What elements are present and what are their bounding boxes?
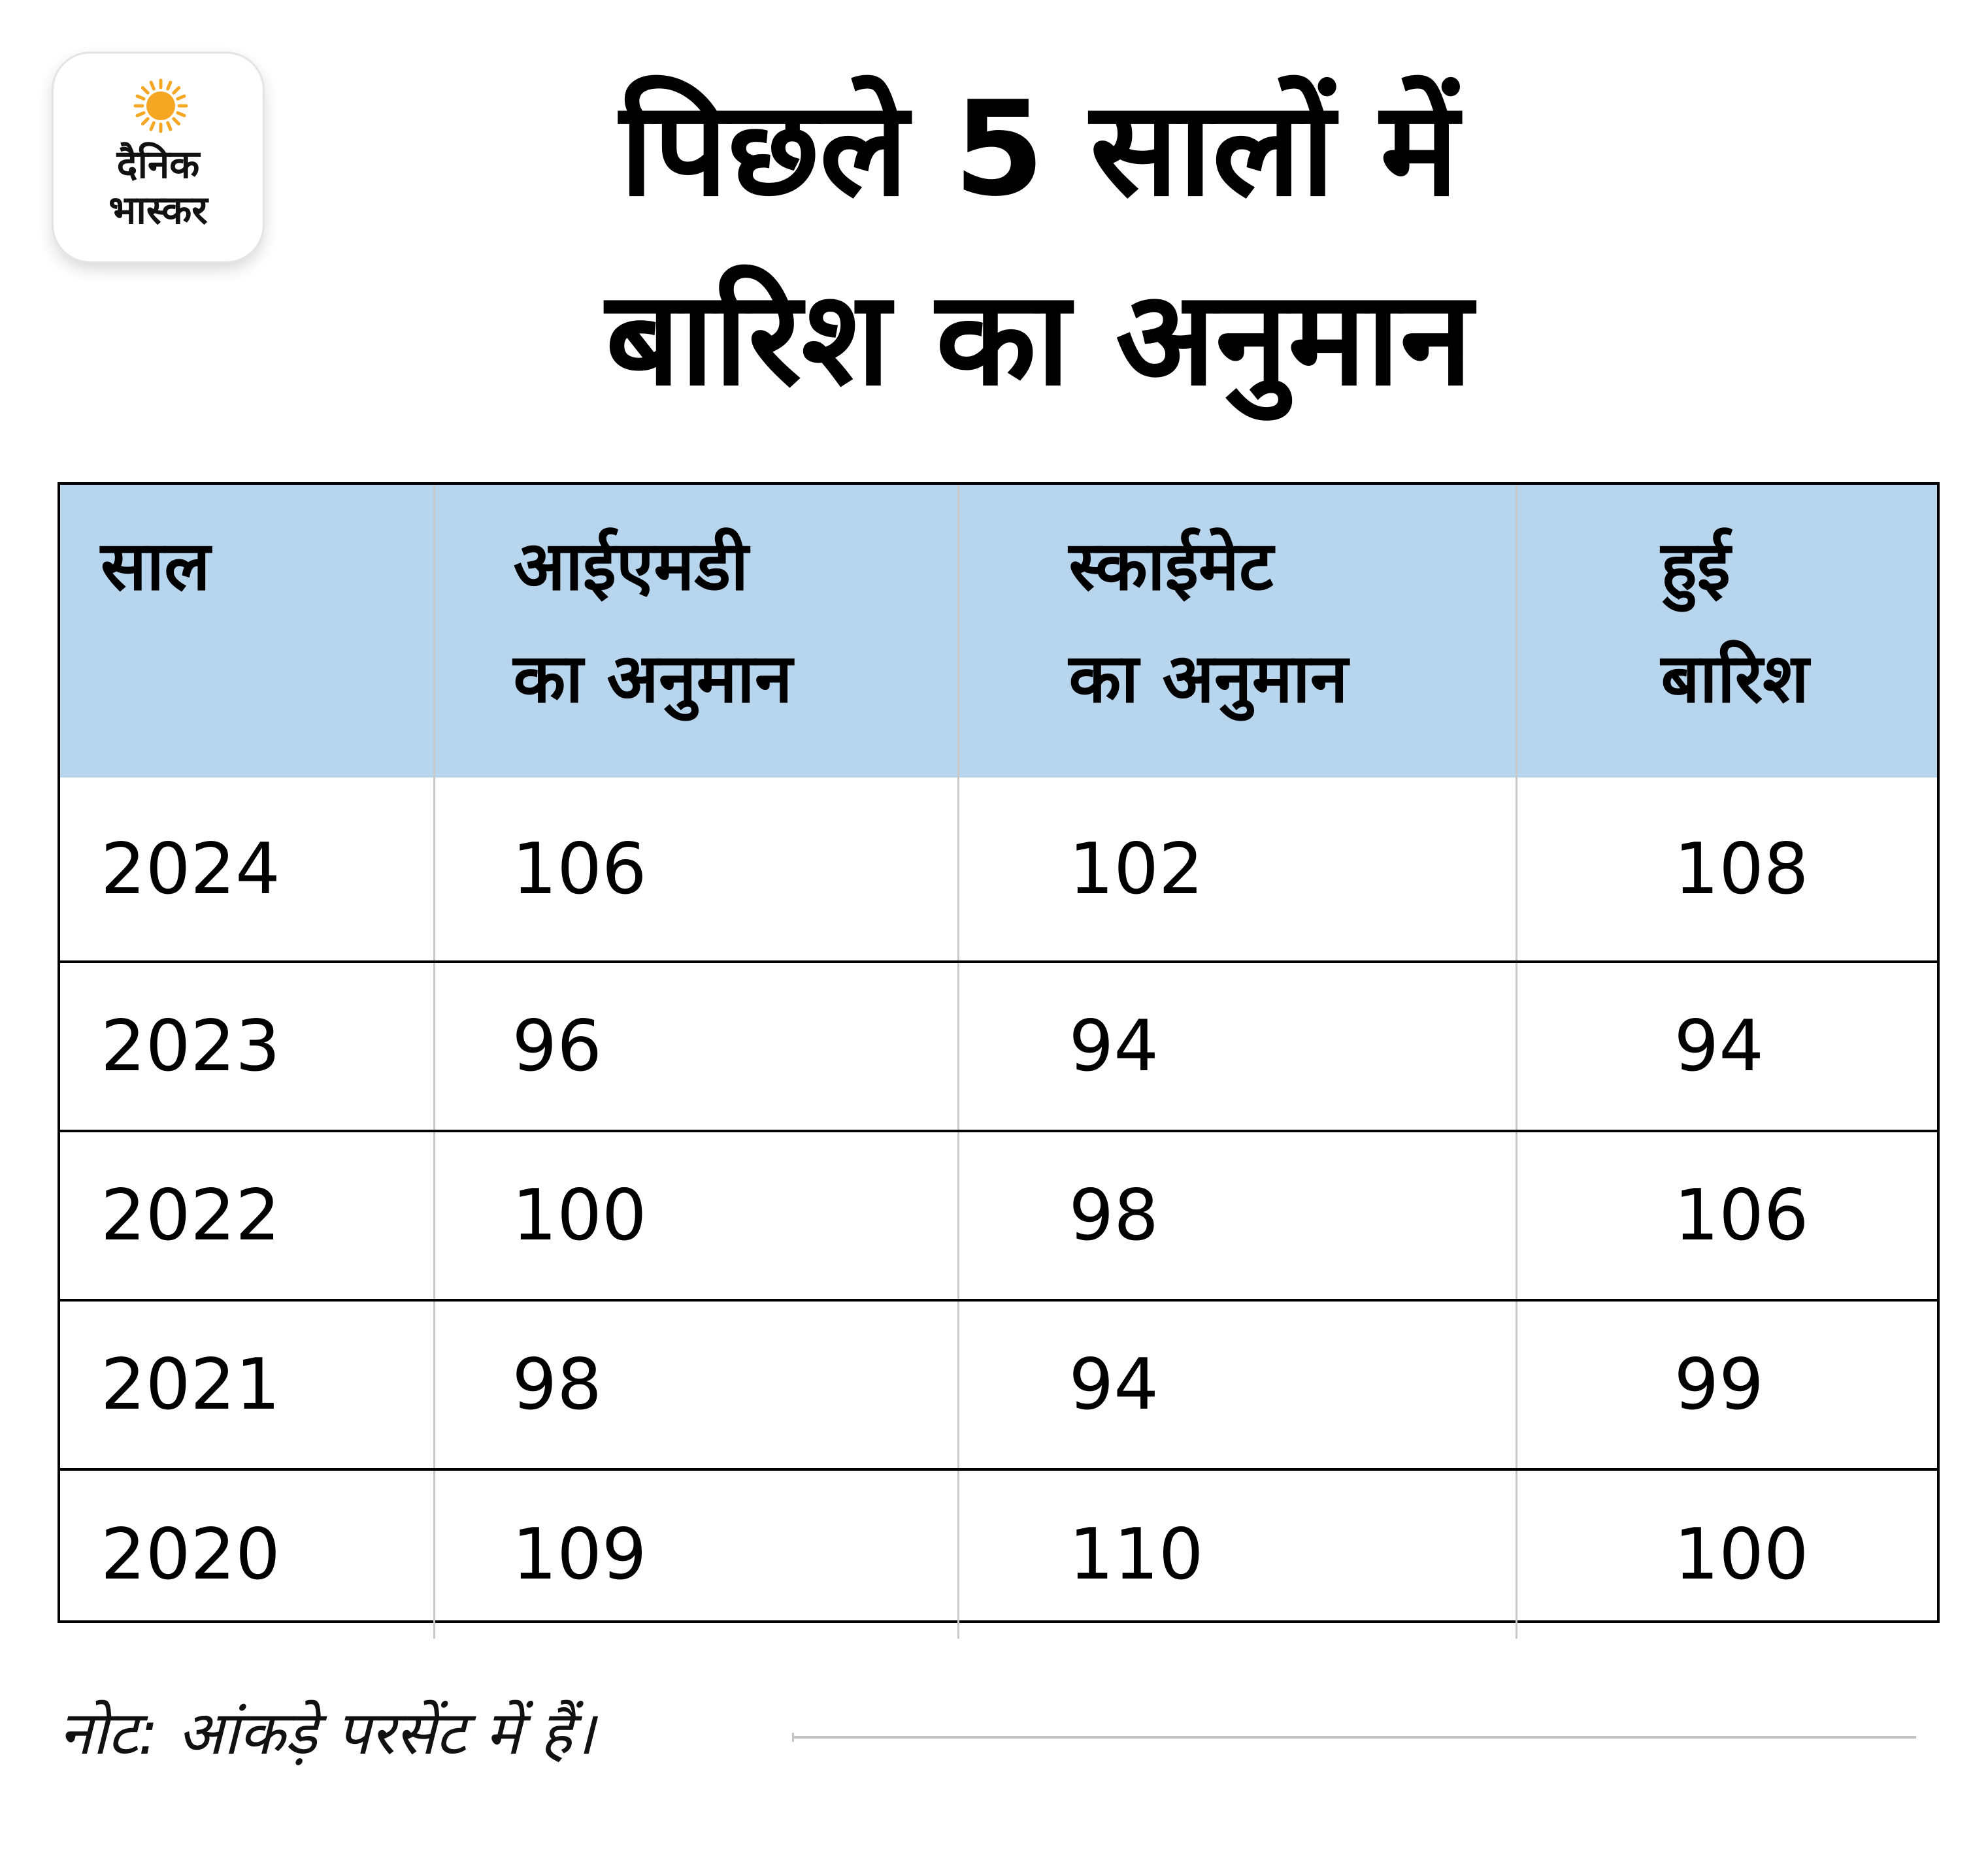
cell-skymet-forecast: 94 bbox=[957, 960, 1516, 1131]
page-title: पिछले 5 सालों में बारिश का अनुमान bbox=[301, 55, 1778, 434]
cell-skymet-forecast: 102 bbox=[957, 778, 1516, 962]
sun-ray bbox=[141, 117, 150, 126]
sun-ray bbox=[176, 94, 186, 101]
header-line: बारिश bbox=[1661, 638, 1810, 718]
cell-year: 2023 bbox=[60, 960, 434, 1131]
sun-ray bbox=[149, 121, 156, 131]
table-grid: साल आईएमडी का अनुमान स्काईमेट का अनुमान … bbox=[60, 485, 1937, 1639]
column-header-year: साल bbox=[60, 485, 434, 778]
sun-icon bbox=[133, 78, 188, 133]
cell-skymet-forecast: 94 bbox=[957, 1299, 1516, 1469]
cell-year: 2024 bbox=[101, 828, 280, 910]
column-header-imd-forecast: आईएमडी का अनुमान bbox=[433, 485, 958, 778]
table-row: 2024 106 102 108 bbox=[60, 778, 1937, 962]
sun-ray bbox=[141, 86, 150, 95]
column-header-actual-rainfall: हुई बारिश bbox=[1515, 485, 1937, 778]
header-line: स्काईमेट bbox=[1069, 526, 1274, 606]
title-line-1: पिछले 5 सालों में bbox=[620, 73, 1459, 225]
brand-logo: दैनिक भास्कर bbox=[54, 54, 263, 261]
sun-ray bbox=[172, 86, 181, 95]
cell-actual-rainfall: 106 bbox=[1515, 1130, 1937, 1300]
footnote: नोट: आंकड़े परसेंट में हैं। bbox=[59, 1698, 595, 1768]
cell-imd-forecast: 100 bbox=[433, 1130, 958, 1300]
sun-ray bbox=[172, 117, 181, 126]
header-line: का अनुमान bbox=[513, 638, 793, 718]
table-row: 2023 96 94 94 bbox=[60, 960, 1937, 1131]
logo-text-dainik: दैनिक bbox=[116, 142, 200, 188]
footnote-divider bbox=[792, 1733, 1916, 1742]
rainfall-table: साल आईएमडी का अनुमान स्काईमेट का अनुमान … bbox=[58, 482, 1940, 1639]
cell-year: 2022 bbox=[60, 1130, 434, 1300]
cell-actual-rainfall: 94 bbox=[1515, 960, 1937, 1131]
header-line: का अनुमान bbox=[1069, 638, 1348, 718]
sun-ray bbox=[176, 111, 186, 118]
cell-imd-forecast: 98 bbox=[433, 1299, 958, 1469]
title-line-2: बारिश का अनुमान bbox=[605, 263, 1473, 415]
cell-imd-forecast: 96 bbox=[433, 960, 958, 1131]
cell-actual-rainfall: 99 bbox=[1515, 1299, 1937, 1469]
sun-ray bbox=[166, 121, 173, 131]
table-row: 2022 100 98 106 bbox=[60, 1130, 1937, 1300]
cell-imd-forecast: 106 bbox=[433, 778, 958, 962]
cell-actual-rainfall: 108 bbox=[1515, 778, 1937, 962]
header-line: हुई bbox=[1661, 526, 1731, 606]
column-header-skymet-forecast: स्काईमेट का अनुमान bbox=[957, 485, 1516, 778]
sun-ray bbox=[135, 111, 146, 118]
sun-ray bbox=[149, 80, 156, 91]
logo-text-bhaskar: भास्कर bbox=[108, 188, 208, 233]
cell-actual-rainfall: 100 bbox=[1515, 1468, 1937, 1639]
cell-year: 2020 bbox=[60, 1468, 434, 1639]
table-header-row: साल आईएमडी का अनुमान स्काईमेट का अनुमान … bbox=[60, 485, 1937, 778]
header-line: आईएमडी bbox=[513, 526, 749, 606]
cell-imd-forecast: 109 bbox=[433, 1468, 958, 1639]
header-line: साल bbox=[101, 526, 210, 606]
cell-skymet-forecast: 110 bbox=[957, 1468, 1516, 1639]
cell-year: 2021 bbox=[60, 1299, 434, 1469]
sun-ray bbox=[166, 80, 173, 91]
cell-skymet-forecast: 98 bbox=[957, 1130, 1516, 1300]
table-row: 2020 109 110 100 bbox=[60, 1468, 1937, 1639]
table-row: 2021 98 94 99 bbox=[60, 1299, 1937, 1469]
sun-ray bbox=[135, 94, 146, 101]
